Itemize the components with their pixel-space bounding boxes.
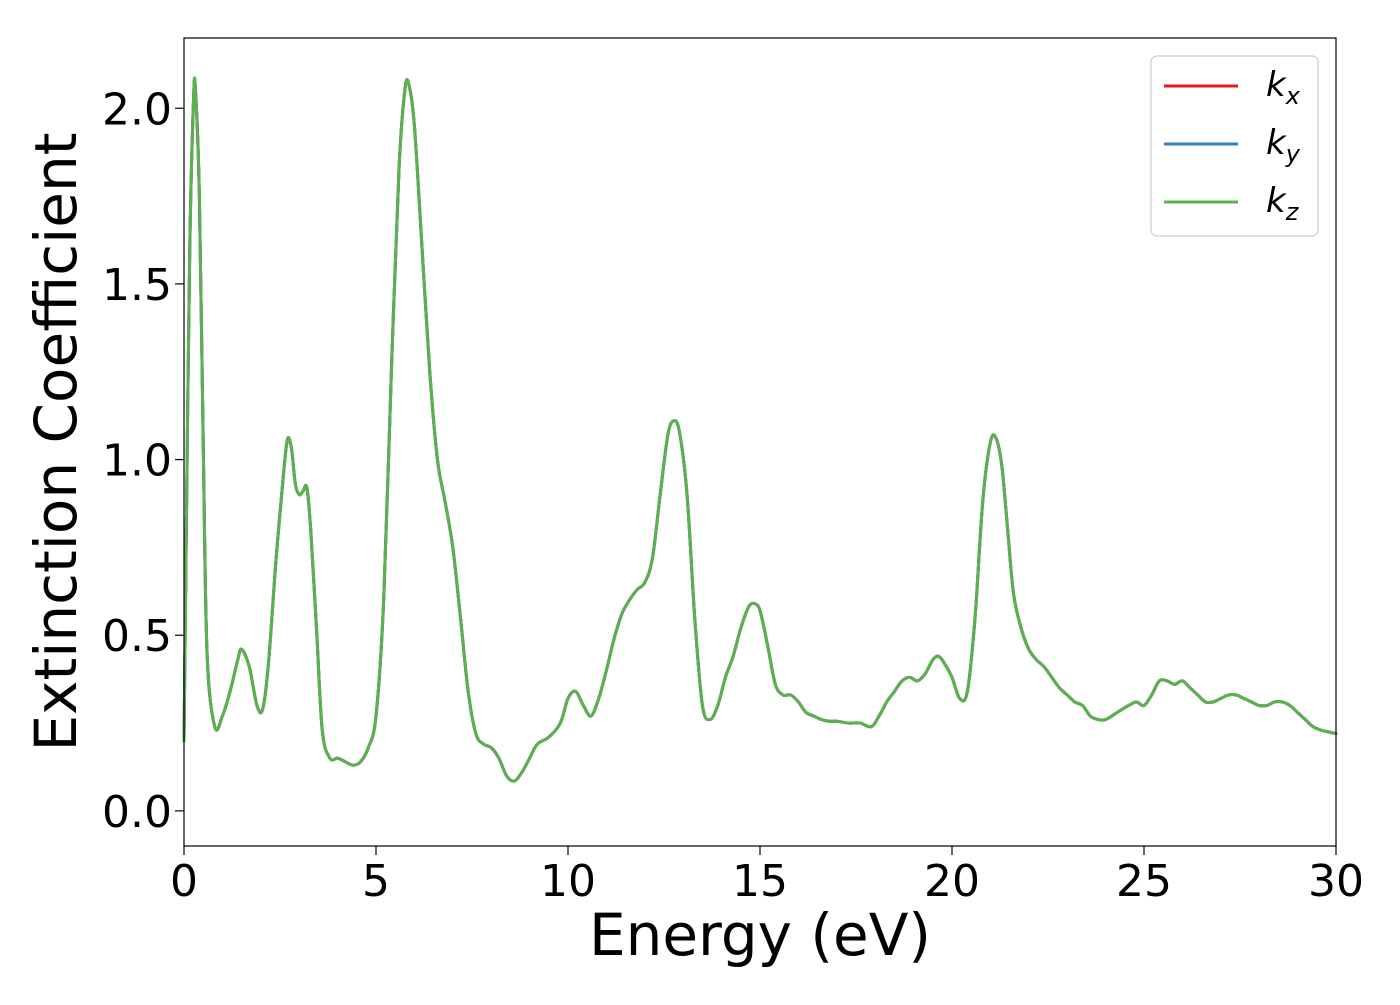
x-tick-label: 10 xyxy=(540,856,596,907)
x-axis-title: Energy (eV) xyxy=(589,901,931,969)
y-axis-title: Extinction Coefficient xyxy=(22,133,90,752)
y-tick-label: 1.0 xyxy=(102,436,172,487)
legend-label-z: kz xyxy=(1266,181,1300,226)
series-line-z xyxy=(182,76,1338,783)
y-tick-label: 0.0 xyxy=(102,787,172,838)
legend-label-subscript: y xyxy=(1285,140,1301,168)
plot-series xyxy=(182,76,1338,783)
x-tick-label: 30 xyxy=(1308,856,1364,907)
legend-label-subscript: x xyxy=(1285,82,1301,110)
legend-label-subscript: z xyxy=(1285,198,1300,226)
legend-label-y: ky xyxy=(1266,123,1301,168)
x-tick-label: 15 xyxy=(732,856,788,907)
y-axis-ticks: 0.0 0.5 1.0 1.5 2.0 xyxy=(102,84,184,838)
legend-label-base: k xyxy=(1266,65,1287,105)
y-tick-label: 2.0 xyxy=(102,84,172,135)
legend-label-base: k xyxy=(1266,181,1287,221)
plot-frame xyxy=(183,37,1337,847)
legend-box xyxy=(1150,55,1319,237)
y-tick-label: 0.5 xyxy=(102,611,172,662)
x-tick-label: 25 xyxy=(1116,856,1172,907)
x-tick-label: 0 xyxy=(170,856,198,907)
y-tick-label: 1.5 xyxy=(102,260,172,311)
legend-label-x: kx xyxy=(1266,65,1301,110)
x-axis-ticks: 0 5 10 15 20 25 30 xyxy=(170,846,1364,907)
x-tick-label: 20 xyxy=(924,856,980,907)
x-tick-label: 5 xyxy=(362,856,390,907)
legend-label-base: k xyxy=(1266,123,1287,163)
